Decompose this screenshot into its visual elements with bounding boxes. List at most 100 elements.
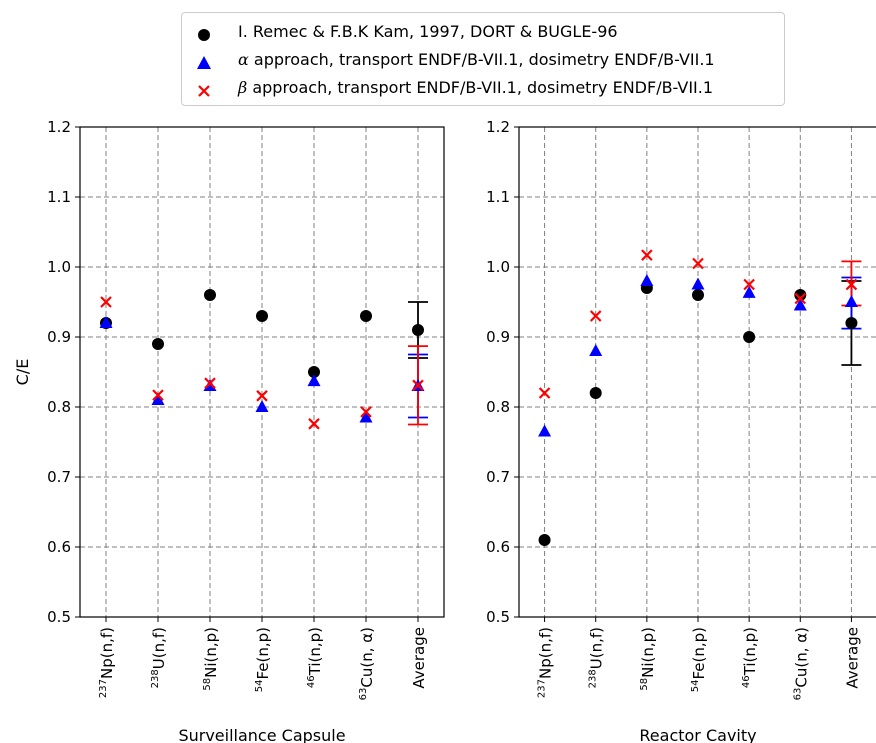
- legend-entry-remec: I. Remec & F.B.K Kam, 1997, DORT & BUGLE…: [182, 19, 782, 47]
- legend-marker-x: [198, 85, 210, 97]
- y-tick-label: 1.2: [486, 118, 510, 136]
- x-tick-label: 63Cu(n, α): [358, 627, 376, 700]
- x-tick-label-base: Cu(n, α): [358, 627, 376, 688]
- legend-greek-alpha: α: [238, 50, 249, 69]
- data-point-triangle: [844, 295, 858, 307]
- y-tick-label: 0.5: [486, 608, 510, 626]
- x-tick-label-superscript: 238: [150, 669, 161, 688]
- x-tick-label-superscript: 54: [254, 680, 265, 693]
- x-tick-label: 54Fe(n,p): [254, 627, 272, 692]
- x-tick-label: 238U(n,f): [588, 627, 606, 688]
- data-point-x: [100, 296, 112, 308]
- data-point-x: [308, 418, 320, 430]
- legend-marker-circle: [198, 29, 210, 41]
- y-tick-label: 1.2: [47, 118, 71, 136]
- data-point-circle: [308, 366, 320, 378]
- x-tick-label-base: Ni(n,p): [202, 627, 220, 678]
- data-point-x: [794, 292, 807, 305]
- data-point-x: [743, 278, 755, 291]
- axes-frame: [79, 126, 445, 618]
- legend-label: α approach, transport ENDF/B-VII.1, dosi…: [238, 50, 715, 69]
- x-tick-label-superscript: 58: [639, 678, 650, 691]
- data-point-x: [360, 406, 372, 418]
- x-tick-label-superscript: 54: [690, 680, 701, 693]
- x-tick-label: Average: [843, 627, 861, 689]
- data-point-x: [845, 278, 858, 291]
- legend-label: I. Remec & F.B.K Kam, 1997, DORT & BUGLE…: [238, 22, 618, 41]
- legend-label: β approach, transport ENDF/B-VII.1, dosi…: [238, 78, 713, 97]
- y-tick-label: 0.6: [47, 538, 71, 556]
- legend: I. Remec & F.B.K Kam, 1997, DORT & BUGLE…: [181, 12, 785, 106]
- x-tick-label: 54Fe(n,p): [690, 627, 708, 692]
- y-tick-label: 0.5: [47, 608, 71, 626]
- data-point-circle: [538, 534, 551, 546]
- data-point-triangle: [742, 285, 756, 298]
- data-point-triangle: [640, 274, 654, 286]
- x-tick-label-base: Fe(n,p): [690, 627, 708, 680]
- data-point-x: [538, 387, 551, 399]
- y-tick-label: 1.0: [47, 258, 71, 276]
- x-tick-label-base: Cu(n, α): [792, 627, 810, 688]
- data-point-circle: [845, 317, 858, 329]
- y-tick-label: 0.8: [486, 398, 510, 416]
- data-point-triangle: [255, 400, 269, 412]
- data-point-triangle: [203, 379, 217, 391]
- x-tick-label-base: Np(n,f): [537, 627, 555, 679]
- y-tick-label: 0.7: [486, 468, 510, 486]
- data-point-triangle: [151, 393, 165, 405]
- y-tick-label: 0.9: [47, 328, 71, 346]
- x-tick-label-superscript: 46: [741, 675, 752, 688]
- y-tick-label: 0.9: [486, 328, 510, 346]
- data-point-triangle: [538, 424, 552, 437]
- x-tick-label-base: U(n,f): [588, 627, 606, 669]
- data-point-x: [641, 249, 653, 261]
- data-point-triangle: [793, 298, 807, 311]
- data-point-x: [589, 310, 602, 322]
- y-tick-label: 0.8: [47, 398, 71, 416]
- x-tick-label: 46Ti(n,p): [741, 627, 759, 688]
- x-tick-label-superscript: 63: [358, 688, 369, 701]
- data-point-circle: [412, 324, 424, 336]
- y-tick-label: 1.0: [486, 258, 510, 276]
- x-tick-label-base: Ni(n,p): [639, 627, 657, 678]
- legend-label-text: approach, transport ENDF/B-VII.1, dosime…: [248, 50, 715, 69]
- y-tick-label: 0.6: [486, 538, 510, 556]
- y-tick-label: 1.1: [47, 188, 71, 206]
- data-point-x: [692, 257, 704, 270]
- data-point-circle: [256, 310, 268, 322]
- x-tick-label-superscript: 238: [588, 669, 599, 688]
- data-point-x: [256, 390, 268, 402]
- data-point-x: [412, 379, 424, 392]
- x-tick-label: Average: [410, 627, 428, 689]
- x-tick-label-superscript: 237: [537, 679, 548, 698]
- data-point-circle: [204, 289, 216, 301]
- y-axis-label: C/E: [13, 359, 32, 386]
- x-tick-label: 238U(n,f): [150, 627, 168, 688]
- y-tick-label: 0.7: [47, 468, 71, 486]
- x-tick-label: 46Ti(n,p): [306, 627, 324, 688]
- data-point-circle: [152, 338, 164, 350]
- x-tick-label: 58Ni(n,p): [202, 627, 220, 691]
- x-tick-label: 63Cu(n, α): [792, 627, 810, 700]
- x-axis-label: Surveillance Capsule: [178, 726, 345, 743]
- legend-greek-beta: β: [238, 78, 248, 97]
- x-tick-label-base: Ti(n,p): [741, 627, 759, 676]
- x-tick-label: 237Np(n,f): [98, 627, 116, 698]
- x-axis-label: Reactor Cavity: [639, 726, 756, 743]
- x-tick-label: 237Np(n,f): [537, 627, 555, 698]
- data-point-circle: [692, 289, 704, 301]
- data-point-x: [204, 377, 216, 389]
- axes-frame: [518, 126, 876, 618]
- legend-marker-triangle: [197, 56, 211, 69]
- x-tick-label-base: Fe(n,p): [254, 627, 272, 680]
- data-point-triangle: [589, 344, 603, 356]
- data-point-triangle: [307, 374, 321, 387]
- data-point-circle: [360, 310, 372, 322]
- x-tick-label-superscript: 46: [306, 675, 317, 688]
- data-point-triangle: [359, 410, 373, 423]
- x-tick-label-superscript: 237: [98, 679, 109, 698]
- x-tick-label-superscript: 63: [792, 688, 803, 701]
- legend-label-text: approach, transport ENDF/B-VII.1, dosime…: [247, 78, 714, 97]
- chart-panel-2: 0.5 0.6 0.7 0.8 0.9 1.0 1.1 1.2 237Np(n,f) 238U(n…: [486, 118, 876, 743]
